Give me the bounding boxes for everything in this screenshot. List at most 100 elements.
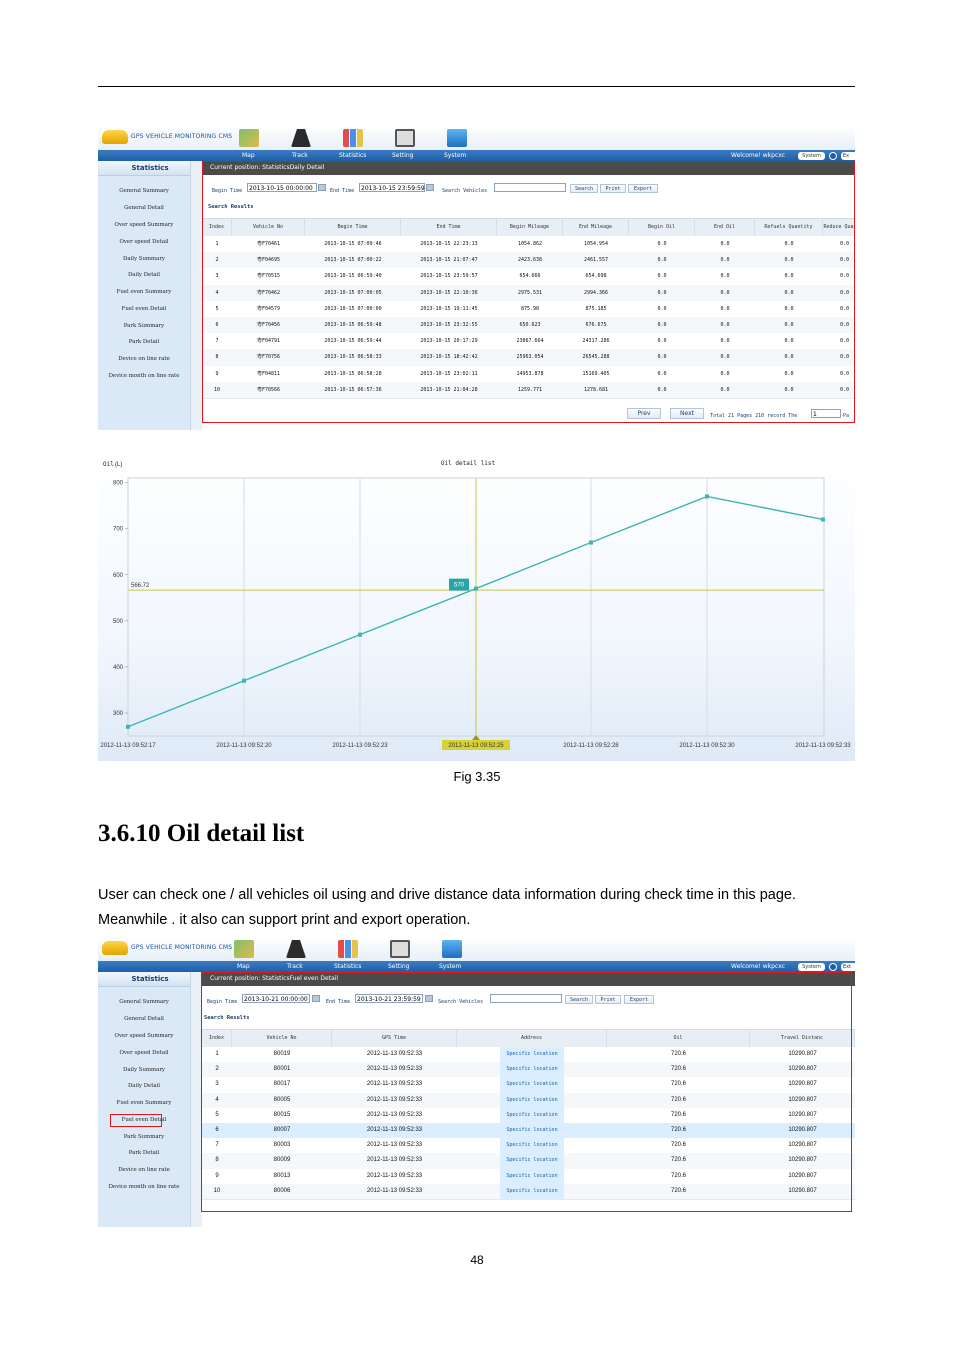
sidebar-item-daily-summary[interactable]: Daily Summary — [123, 256, 165, 262]
specific-location-link[interactable]: Specific location — [500, 1077, 564, 1093]
column-header[interactable]: Oil — [607, 1030, 750, 1047]
table-row[interactable]: 1 80019 2012-11-13 09:52:33 Specific locati… — [202, 1047, 855, 1064]
help-icon[interactable] — [829, 152, 837, 160]
end-time-input[interactable]: 2013-10-15 23:59:59 — [359, 183, 425, 192]
column-header[interactable]: Vehicle No — [232, 219, 305, 236]
sidebar-item-daily-detail[interactable]: Daily Detail — [127, 1083, 161, 1089]
exit-button[interactable]: Ext — [841, 963, 855, 971]
table-row[interactable]: 1 粤F70461 2013-10-15 07:09:46 2013-10-15 22… — [202, 236, 855, 254]
column-header[interactable]: Begin Mileage — [497, 219, 563, 236]
begin-time-input[interactable]: 2013-10-21 00:00:00 — [242, 994, 310, 1003]
column-header[interactable]: End Oil — [695, 219, 755, 236]
specific-location-link[interactable]: Specific location — [500, 1183, 564, 1199]
page-input[interactable]: 1 — [811, 409, 841, 418]
sidebar-item-over-speed-detail[interactable]: Over speed Detail — [119, 1050, 169, 1056]
search-button[interactable]: Search — [565, 995, 593, 1004]
sidebar-item-fuel-even-detail[interactable]: Fuel even Detail — [121, 1117, 167, 1123]
sidebar-item-fuel-even-summary[interactable]: Fuel even Summary — [116, 1100, 172, 1106]
address-link[interactable]: Specific location — [457, 1062, 607, 1078]
nav-statistics[interactable]: Statistics — [339, 152, 367, 159]
begin-calendar-icon[interactable] — [318, 184, 326, 191]
exit-button[interactable]: Ex — [841, 152, 855, 160]
search-vehicles-input[interactable] — [490, 994, 562, 1003]
column-header[interactable]: Index — [202, 219, 232, 236]
track-module-icon[interactable] — [286, 940, 306, 958]
column-header[interactable]: Travel Distanc — [750, 1030, 855, 1047]
column-header[interactable]: GPS Time — [332, 1030, 457, 1047]
address-link[interactable]: Specific location — [457, 1107, 607, 1123]
print-button[interactable]: Print — [600, 184, 626, 193]
nav-track[interactable]: Track — [292, 152, 308, 159]
specific-location-link[interactable]: Specific location — [500, 1047, 564, 1063]
column-header[interactable]: Begin Time — [305, 219, 401, 236]
system-module-icon[interactable] — [447, 129, 467, 147]
address-link[interactable]: Specific location — [457, 1183, 607, 1199]
begin-time-input[interactable]: 2013-10-15 00:00:00 — [247, 183, 317, 192]
column-header[interactable]: Address — [457, 1030, 607, 1047]
help-icon[interactable] — [829, 963, 837, 971]
map-module-icon[interactable] — [239, 129, 259, 147]
column-header[interactable]: Index — [202, 1030, 232, 1047]
specific-location-link[interactable]: Specific location — [500, 1107, 564, 1123]
system-button[interactable]: System — [798, 963, 825, 971]
specific-location-link[interactable]: Specific location — [500, 1153, 564, 1169]
map-module-icon[interactable] — [234, 940, 254, 958]
sidebar-item-park-summary[interactable]: Park Summary — [123, 1134, 165, 1140]
sidebar-item-device-online-rate[interactable]: Device on line rate — [118, 1167, 170, 1173]
system-button[interactable]: System — [798, 152, 825, 160]
specific-location-link[interactable]: Specific location — [500, 1138, 564, 1154]
address-link[interactable]: Specific location — [457, 1077, 607, 1093]
setting-module-icon[interactable] — [395, 129, 415, 147]
column-header[interactable]: Vehicle No — [232, 1030, 332, 1047]
nav-setting[interactable]: Setting — [388, 963, 410, 970]
print-button[interactable]: Print — [595, 995, 621, 1004]
sidebar-item-general-detail[interactable]: General Detail — [124, 1016, 164, 1022]
next-button[interactable]: Next — [670, 408, 704, 419]
sidebar-item-device-month-online-rate[interactable]: Device month on line rate — [108, 373, 180, 379]
export-button[interactable]: Export — [624, 995, 654, 1004]
sidebar-item-fuel-even-detail[interactable]: Fuel even Detail — [121, 306, 167, 312]
address-link[interactable]: Specific location — [457, 1138, 607, 1154]
specific-location-link[interactable]: Specific location — [500, 1092, 564, 1108]
statistics-module-icon[interactable] — [343, 129, 363, 147]
sidebar-item-daily-detail[interactable]: Daily Detail — [127, 272, 161, 278]
sidebar-item-general-detail[interactable]: General Detail — [124, 205, 164, 211]
column-header[interactable]: Begin Oil — [629, 219, 695, 236]
sidebar-collapse-handle[interactable] — [190, 972, 203, 1227]
sidebar-item-park-summary[interactable]: Park Summary — [123, 323, 165, 329]
prev-button[interactable]: Prev — [627, 408, 661, 419]
nav-track[interactable]: Track — [287, 963, 303, 970]
table-row[interactable]: 10 粤F70566 2013-10-15 06:57:36 2013-10-15 2… — [202, 381, 855, 399]
nav-setting[interactable]: Setting — [392, 152, 414, 159]
column-header[interactable]: End Time — [401, 219, 497, 236]
nav-system[interactable]: System — [444, 152, 467, 159]
column-header[interactable]: Refuels Quantity — [755, 219, 823, 236]
sidebar-item-device-online-rate[interactable]: Device on line rate — [118, 356, 170, 362]
sidebar-item-over-speed-detail[interactable]: Over speed Detail — [119, 239, 169, 245]
table-row[interactable]: 8 80009 2012-11-13 09:52:33 Specific locati… — [202, 1153, 855, 1170]
specific-location-link[interactable]: Specific location — [500, 1168, 564, 1184]
statistics-module-icon[interactable] — [338, 940, 358, 958]
end-calendar-icon[interactable] — [425, 995, 433, 1002]
nav-statistics[interactable]: Statistics — [334, 963, 362, 970]
sidebar-item-over-speed-summary[interactable]: Over speed Summary — [114, 222, 174, 228]
sidebar-collapse-handle[interactable] — [190, 161, 203, 430]
setting-module-icon[interactable] — [390, 940, 410, 958]
address-link[interactable]: Specific location — [457, 1153, 607, 1169]
address-link[interactable]: Specific location — [457, 1123, 607, 1139]
export-button[interactable]: Export — [628, 184, 658, 193]
table-row[interactable]: 5 80015 2012-11-13 09:52:33 Specific locati… — [202, 1107, 855, 1124]
sidebar-item-over-speed-summary[interactable]: Over speed Summary — [114, 1033, 174, 1039]
end-time-input[interactable]: 2013-10-21 23:59:59 — [355, 994, 423, 1003]
table-row[interactable]: 4 粤F70462 2013-10-15 07:00:05 2013-10-15 22… — [202, 284, 855, 302]
sidebar-item-general-summary[interactable]: General Summary — [119, 188, 169, 194]
specific-location-link[interactable]: Specific location — [500, 1123, 564, 1139]
sidebar-item-park-detail[interactable]: Park Detail — [128, 339, 160, 345]
nav-system[interactable]: System — [439, 963, 462, 970]
sidebar-item-fuel-even-summary[interactable]: Fuel even Summary — [116, 289, 172, 295]
nav-map[interactable]: Map — [242, 152, 255, 159]
sidebar-item-park-detail[interactable]: Park Detail — [128, 1150, 160, 1156]
address-link[interactable]: Specific location — [457, 1047, 607, 1063]
address-link[interactable]: Specific location — [457, 1168, 607, 1184]
search-vehicles-input[interactable] — [494, 183, 566, 192]
